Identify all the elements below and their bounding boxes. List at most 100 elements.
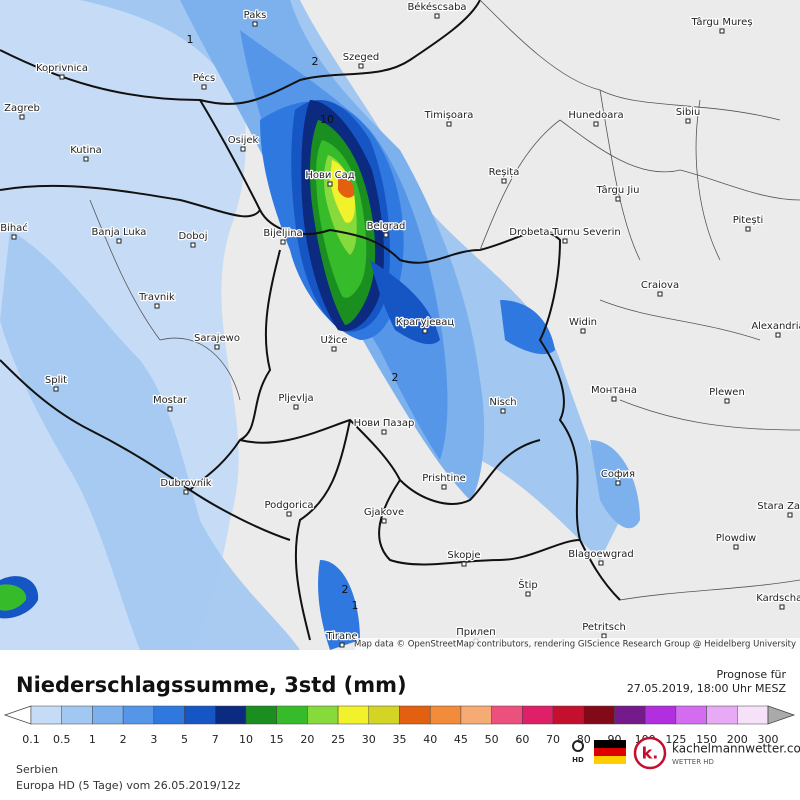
city-marker — [724, 398, 730, 404]
hd-badge: HD — [572, 756, 584, 764]
city-marker — [116, 238, 122, 244]
city-marker — [11, 234, 17, 240]
city-label: Plewen — [709, 387, 745, 398]
city-label: Mostar — [153, 395, 188, 406]
city-marker — [779, 604, 785, 610]
city-label: Alexandria — [751, 321, 800, 332]
city-label: Крагујевац — [396, 316, 455, 328]
city-label: Kardschali — [756, 593, 800, 604]
city-marker — [745, 226, 751, 232]
city-label: Blagoewgrad — [568, 549, 634, 560]
city-marker — [422, 328, 428, 334]
city-marker — [787, 512, 793, 518]
legend-swatch — [30, 705, 62, 725]
contour-label: 1 — [352, 599, 359, 612]
legend-swatch — [337, 705, 370, 725]
contour-label: 2 — [392, 371, 399, 384]
footer: Niederschlagssumme, 3std (mm) Prognose f… — [0, 650, 800, 800]
city-marker — [286, 511, 292, 517]
legend-swatch — [399, 705, 431, 725]
city-marker — [434, 13, 440, 19]
city-marker — [339, 642, 345, 648]
map: Paks Békéscsaba Târgu Mureș Koprivnica Pécs S… — [0, 0, 800, 650]
legend-swatch — [184, 705, 216, 725]
legend-label: 0.1 — [22, 733, 40, 746]
legend-swatch — [460, 705, 492, 725]
city-marker — [601, 633, 607, 639]
legend-label: 60 — [515, 733, 529, 746]
legend-label: 7 — [212, 733, 219, 746]
legend-swatch — [153, 705, 185, 725]
city-marker — [525, 591, 531, 597]
city-marker — [598, 560, 604, 566]
city-marker — [383, 232, 389, 238]
brand: kachelmannwetter.com — [672, 742, 800, 756]
legend-label: 150 — [696, 733, 717, 746]
legend-label: 125 — [665, 733, 686, 746]
city-label: Užice — [321, 334, 348, 346]
city-label: Podgorica — [264, 500, 313, 511]
city-marker — [685, 118, 691, 124]
legend-swatch — [737, 705, 769, 725]
legend-swatch — [491, 705, 523, 725]
legend-swatch — [92, 705, 124, 725]
city-label: Craiova — [641, 280, 679, 291]
legend-swatch — [245, 705, 277, 725]
city-label: Pécs — [193, 72, 216, 84]
city-label: Plowdiw — [716, 533, 756, 544]
city-marker — [719, 28, 725, 34]
legend-label: 30 — [362, 733, 376, 746]
city-label: Pljevlja — [278, 393, 313, 404]
legend-swatch — [675, 705, 707, 725]
legend-swatch — [552, 705, 585, 725]
city-marker — [615, 196, 621, 202]
forecast-time: 27.05.2019, 18:00 Uhr MESZ — [627, 682, 787, 695]
city-label: Doboj — [178, 231, 207, 242]
contour-label: 10 — [320, 113, 334, 126]
footer-background — [0, 650, 800, 800]
city-marker — [214, 344, 220, 350]
city-label: Bijeljina — [263, 228, 302, 239]
city-marker — [154, 303, 160, 309]
legend-label: 5 — [181, 733, 188, 746]
city-label: Békéscsaba — [407, 1, 466, 13]
city-marker — [381, 429, 387, 435]
city-label: Нови Пазар — [354, 418, 415, 429]
logo-ring — [633, 736, 667, 770]
city-label: Sarajewo — [194, 333, 240, 344]
legend-label: 40 — [423, 733, 437, 746]
city-label: Прилеп — [456, 627, 495, 638]
city-marker — [252, 21, 258, 27]
city-marker — [83, 156, 89, 162]
legend-label: 10 — [239, 733, 253, 746]
city-label: Nisch — [489, 397, 516, 408]
admin-borders — [89, 0, 800, 601]
legend-swatch — [61, 705, 93, 725]
city-label: Нови Сад — [305, 170, 354, 181]
contour-label: 1 — [187, 33, 194, 46]
city-marker — [657, 291, 663, 297]
hd-icon — [572, 740, 584, 752]
city-label: София — [601, 469, 635, 480]
city-label: Štip — [518, 578, 537, 591]
city-marker — [381, 518, 387, 524]
city-label: Drobeta-Turnu Severin — [509, 227, 620, 238]
legend-swatch — [122, 705, 155, 725]
country-borders — [0, 0, 621, 641]
city-marker — [733, 544, 739, 550]
legend-swatch — [583, 705, 615, 725]
contour-label: 2 — [312, 55, 319, 68]
legend-label: 300 — [758, 733, 779, 746]
city-label: Hunedoara — [568, 110, 623, 121]
city-marker — [280, 239, 286, 245]
city-marker — [19, 114, 25, 120]
city-marker — [441, 484, 447, 490]
city-marker — [240, 146, 246, 152]
city-label: Tirane — [325, 631, 357, 642]
city-label: Petritsch — [582, 622, 626, 633]
city-label: Paks — [244, 10, 267, 21]
chart-title: Niederschlagssumme, 3std (mm) — [16, 673, 407, 697]
city-label: Widin — [569, 317, 597, 328]
city-label: Banja Luka — [92, 227, 147, 238]
